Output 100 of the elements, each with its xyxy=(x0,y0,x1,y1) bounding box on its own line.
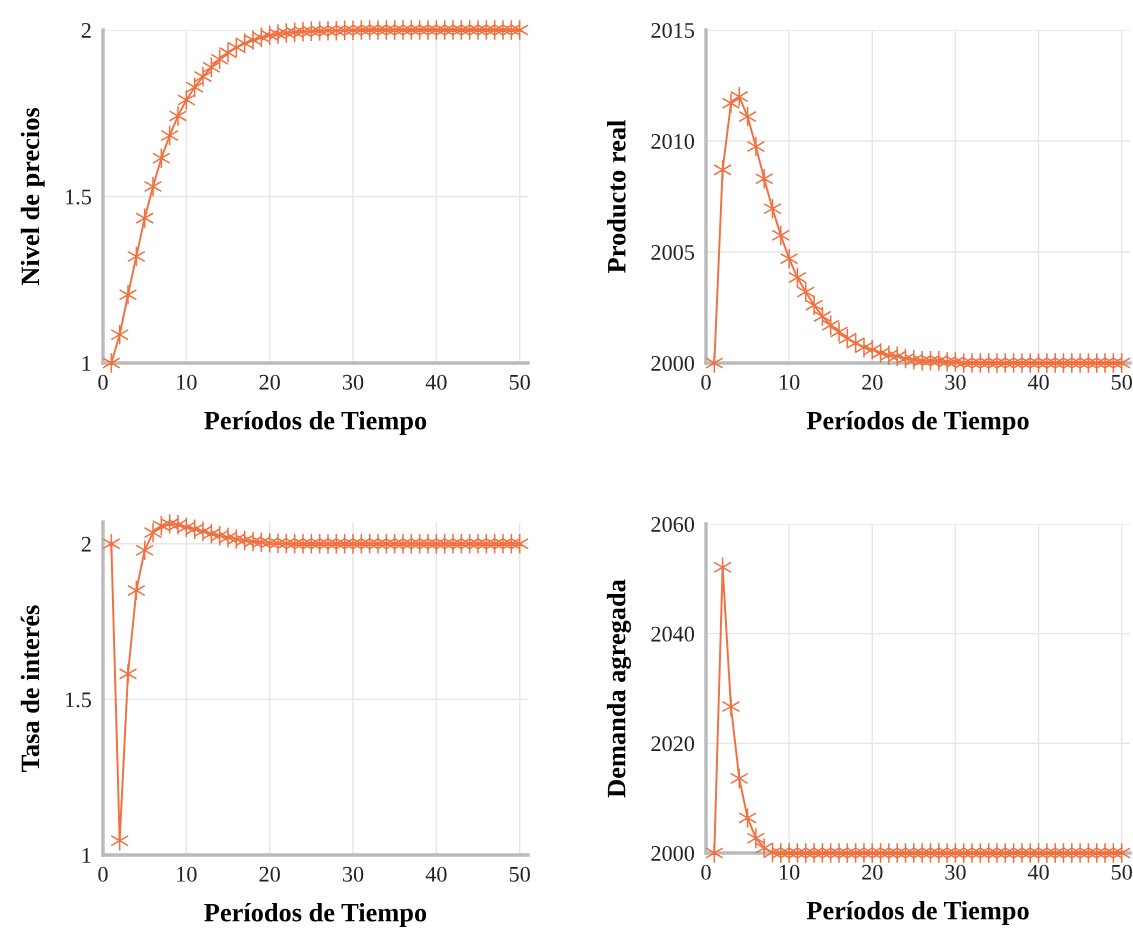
point xyxy=(804,842,824,864)
y-tick-label: 2 xyxy=(81,22,91,38)
point xyxy=(854,842,874,864)
point xyxy=(771,224,791,246)
point xyxy=(1037,842,1057,864)
point xyxy=(368,19,388,41)
x-tick-label: 40 xyxy=(1027,864,1049,880)
point xyxy=(829,842,849,864)
point xyxy=(962,352,982,374)
x-tick-label: 10 xyxy=(779,864,800,880)
point xyxy=(879,842,899,864)
point xyxy=(904,842,924,864)
y-tick-label: 1.5 xyxy=(66,692,92,708)
x-tick-label: 30 xyxy=(342,866,364,882)
y-tick-label: 2040 xyxy=(651,626,695,642)
point xyxy=(1021,842,1040,864)
x-tick-label: 20 xyxy=(259,866,280,882)
x-tick-label: 30 xyxy=(945,374,966,390)
point xyxy=(1095,352,1115,374)
y-tick-label: 2 xyxy=(81,536,91,552)
x-tick-label: 20 xyxy=(862,864,883,880)
point xyxy=(1012,842,1032,864)
point xyxy=(1070,842,1090,864)
x-tick-label: 50 xyxy=(1111,374,1132,390)
point xyxy=(1062,352,1081,374)
point xyxy=(293,21,313,43)
point xyxy=(779,248,799,270)
x-tick-label: 50 xyxy=(509,866,530,882)
x-tick-label: 30 xyxy=(945,864,966,880)
point xyxy=(243,29,263,51)
x-tick-label: 0 xyxy=(701,374,711,390)
x-tick-label: 10 xyxy=(177,374,197,390)
point xyxy=(987,352,1007,374)
point xyxy=(746,827,766,849)
point xyxy=(1045,842,1065,864)
x-tick-label: 30 xyxy=(342,374,364,390)
point xyxy=(746,136,766,158)
x-tick-label: 20 xyxy=(259,374,280,390)
x-tick-label: 10 xyxy=(177,866,197,882)
point xyxy=(721,92,741,114)
point xyxy=(937,351,957,373)
point xyxy=(771,842,791,864)
point xyxy=(143,522,163,544)
point xyxy=(937,842,957,864)
point xyxy=(1095,842,1115,864)
point xyxy=(796,281,815,303)
point xyxy=(1070,352,1090,374)
point xyxy=(730,86,749,108)
y-tick-label: 1 xyxy=(82,848,91,863)
y-axis-title: Demanda agregada xyxy=(606,579,631,798)
point xyxy=(888,842,907,864)
point xyxy=(168,514,188,536)
point xyxy=(755,168,774,190)
point xyxy=(193,520,213,542)
point xyxy=(468,19,488,41)
y-tick-label: 1 xyxy=(82,356,91,371)
point xyxy=(779,842,799,864)
point xyxy=(168,105,188,127)
x-tick-label: 40 xyxy=(1027,374,1049,390)
point xyxy=(393,19,413,41)
point xyxy=(1012,352,1032,374)
point xyxy=(268,23,288,45)
x-tick-label: 40 xyxy=(425,866,447,882)
y-axis-title: Tasa de interés xyxy=(20,605,40,772)
point xyxy=(443,19,463,41)
point xyxy=(730,767,749,789)
point xyxy=(829,321,849,343)
y-tick-label: 1.5 xyxy=(66,189,92,205)
point xyxy=(804,294,824,316)
point xyxy=(368,533,388,555)
y-tick-label: 2000 xyxy=(651,845,695,861)
y-tick-label: 2020 xyxy=(651,736,695,752)
point xyxy=(118,663,138,685)
x-axis-title: Períodos de Tiempo xyxy=(806,900,1029,925)
x-tick-label: 0 xyxy=(98,374,108,390)
y-tick-label: 2060 xyxy=(651,516,695,532)
point xyxy=(418,533,438,555)
point xyxy=(318,533,338,555)
y-tick-label: 2010 xyxy=(651,133,695,149)
point xyxy=(493,533,513,555)
x-tick-label: 20 xyxy=(862,374,883,390)
point xyxy=(468,533,488,555)
x-axis-title: Períodos de Tiempo xyxy=(806,410,1029,435)
point xyxy=(912,842,932,864)
y-axis-title: Nivel de precios xyxy=(20,107,45,286)
point xyxy=(118,284,138,306)
point xyxy=(1045,352,1065,374)
point xyxy=(912,350,932,372)
point xyxy=(987,842,1007,864)
point xyxy=(343,533,363,555)
point xyxy=(418,19,438,41)
y-tick-label: 2000 xyxy=(651,355,695,371)
x-axis-title: Períodos de Tiempo xyxy=(204,410,427,435)
point xyxy=(721,696,741,718)
x-tick-label: 50 xyxy=(1111,864,1132,880)
point xyxy=(393,533,413,555)
x-tick-label: 10 xyxy=(779,374,800,390)
y-axis-title: Producto real xyxy=(607,120,626,273)
point xyxy=(1037,352,1057,374)
x-axis-title: Períodos de Tiempo xyxy=(204,902,427,927)
